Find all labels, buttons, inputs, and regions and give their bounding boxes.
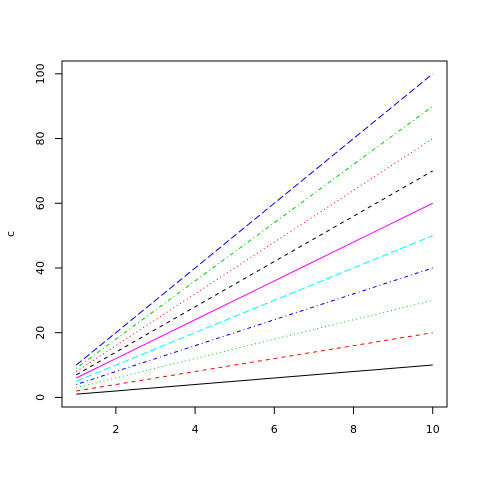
x-tick-label: 6 <box>271 423 278 436</box>
series-line <box>75 138 434 372</box>
x-tick-label: 2 <box>112 423 119 436</box>
series-line <box>76 332 433 392</box>
y-axis-label: c <box>4 231 17 237</box>
y-tick-label: 20 <box>34 326 47 340</box>
series-line <box>75 105 434 369</box>
series-line <box>76 299 433 389</box>
y-tick-label: 60 <box>34 196 47 210</box>
series-line <box>76 235 433 382</box>
series-line <box>76 202 433 379</box>
x-tick-label: 4 <box>192 423 199 436</box>
series-line <box>75 73 434 366</box>
y-tick-label: 40 <box>34 261 47 275</box>
y-tick-label: 0 <box>34 394 47 401</box>
series-line <box>76 267 433 385</box>
series-line <box>76 364 433 395</box>
x-tick-label: 8 <box>350 423 357 436</box>
y-tick-label: 100 <box>34 63 47 84</box>
y-tick-label: 80 <box>34 132 47 146</box>
plot-box <box>61 60 448 408</box>
series-line <box>76 170 433 376</box>
x-tick-label: 10 <box>426 423 440 436</box>
